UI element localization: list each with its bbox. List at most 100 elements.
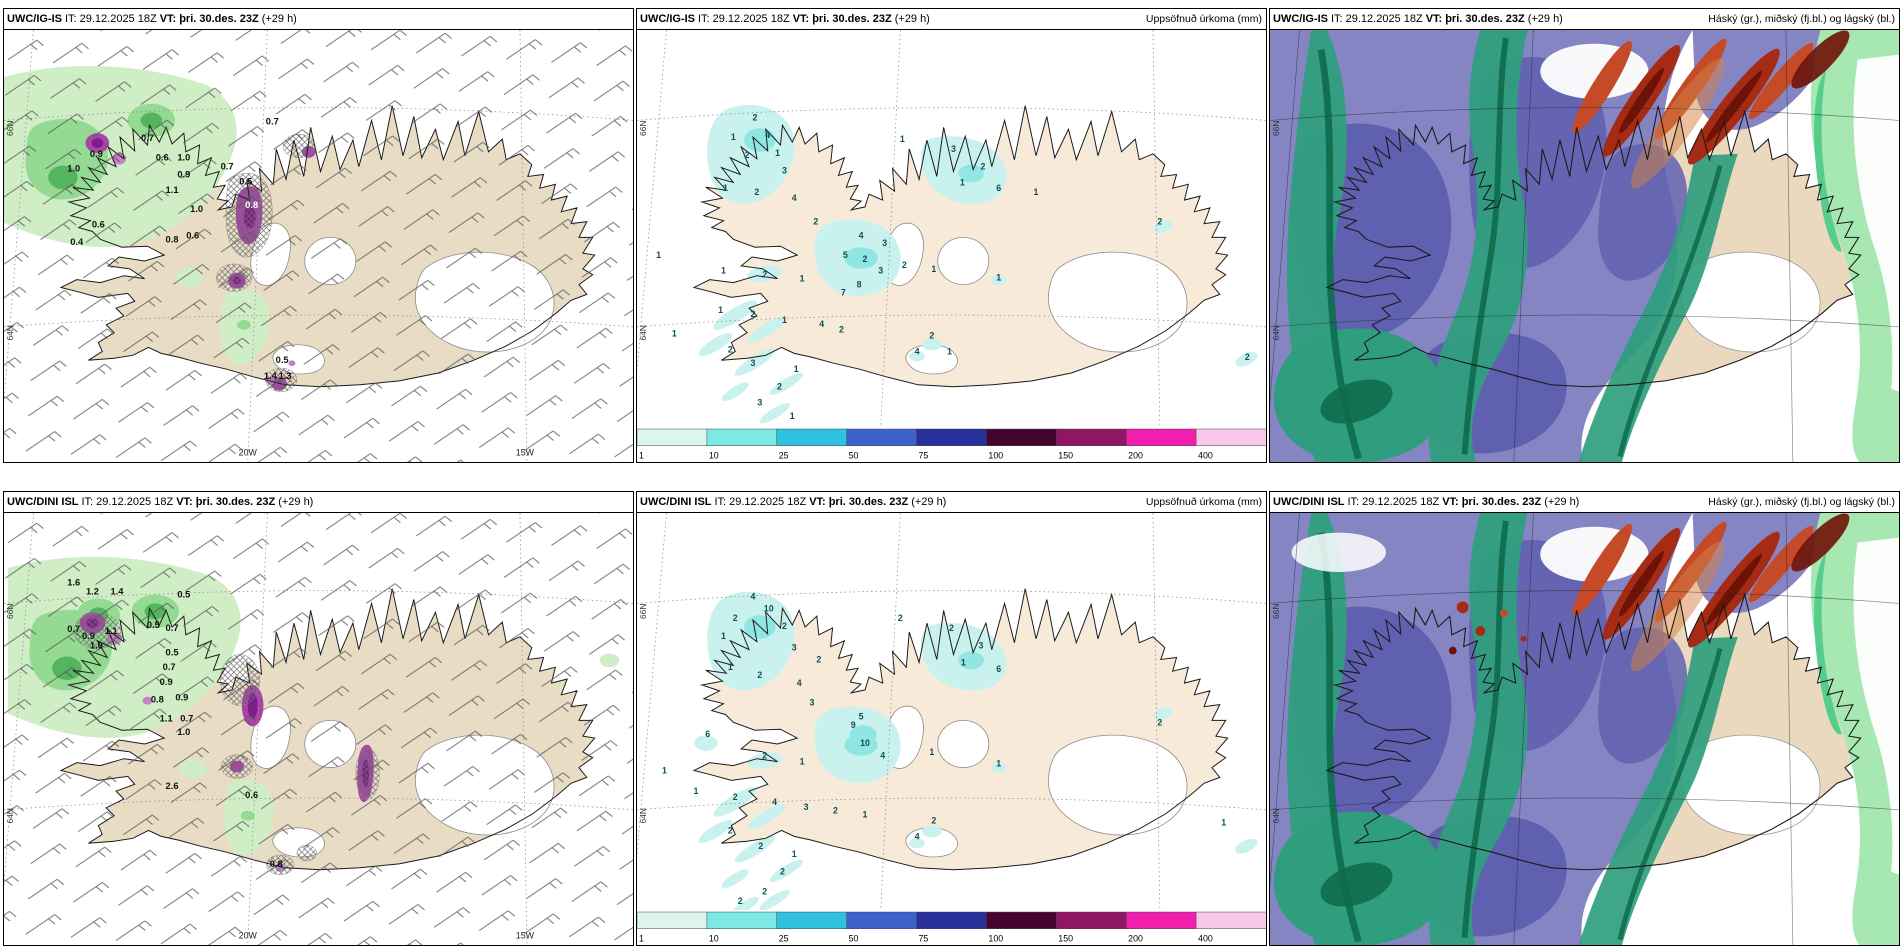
graticule: 66N 64N — [637, 30, 1266, 428]
map-value-label: 4 — [819, 319, 824, 329]
map-value-label: 2 — [929, 331, 934, 341]
lat-label: 66N — [638, 604, 648, 619]
colorbar-segment — [637, 911, 708, 929]
wind-map-canvas: 20W15W66N64N1.61.21.40.50.70.91.10.50.71… — [4, 513, 633, 945]
lat-label: 64N — [1271, 325, 1281, 340]
map-value-label: 2 — [751, 309, 756, 319]
map-value-label: 0.7 — [67, 624, 80, 634]
panel-title: UWC/DINI ISL IT: 29.12.2025 18Z VT: þri. 30.… — [640, 496, 949, 508]
colorbar-segment — [776, 911, 848, 929]
map-value-label: 1 — [723, 183, 728, 193]
map-value-label: 2 — [782, 621, 787, 631]
colorbar-segment — [986, 911, 1057, 929]
valid-label: VT: — [1425, 13, 1443, 25]
model-name: UWC/DINI ISL — [640, 496, 712, 508]
panel-wind-igis: UWC/IG-IS IT: 29.12.2025 18Z VT: þri. 30.des… — [3, 8, 634, 463]
high-cloud-red-streaks — [1448, 513, 1850, 672]
wind-value-labels: 0.7 0.7 0.9 0.6 1.0 1.0 0.7 0.9 0.5 1.1 1.0 0.6 0.8 0… — [67, 116, 291, 381]
cloud-map-canvas: 66N 64N — [1270, 30, 1899, 462]
panel-header: UWC/IG-IS IT: 29.12.2025 18Z VT: þri. 30.des… — [4, 9, 633, 30]
map-value-label: 2 — [758, 841, 763, 851]
colorbar-segment — [776, 428, 848, 446]
map-value-label: 2 — [728, 344, 733, 354]
map-value-label: 1.3 — [279, 371, 292, 381]
map-value-label: 2 — [762, 751, 767, 761]
lat-label: 66N — [1271, 604, 1281, 619]
colorbar-segment — [1125, 911, 1197, 929]
map-value-label: 0.6 — [245, 790, 258, 800]
panel-header: UWC/DINI ISL IT: 29.12.2025 18Z VT: þri. 30.… — [4, 492, 633, 513]
map-value-label: 2 — [762, 886, 767, 896]
map-value-label: 3 — [809, 698, 814, 708]
init-label: IT: — [81, 496, 94, 508]
map-value-label: 2 — [1245, 352, 1250, 362]
graticule: 66N 64N — [637, 513, 1266, 911]
glacier-area — [1047, 734, 1188, 836]
lat-label: 64N — [1271, 808, 1281, 823]
valid-time: þri. 30.des. 23Z — [812, 13, 892, 25]
map-value-label: 3 — [757, 397, 762, 407]
init-time: 29.12.2025 18Z — [79, 13, 157, 25]
lead-time: (+29 h) — [1544, 496, 1580, 508]
layer-title-cloud: Háský (gr.), miðský (fj.bl.) og lágský (… — [1708, 496, 1895, 508]
map-value-label: 3 — [878, 266, 883, 276]
map-value-label: 2 — [898, 613, 903, 623]
iceland-coastline — [1325, 588, 1862, 871]
map-value-label: 0.7 — [166, 623, 179, 633]
map-value-label: 4 — [797, 678, 802, 688]
map-value-label: 4 — [751, 591, 756, 601]
map-value-label: 0.9 — [90, 149, 103, 159]
map-value-label: 1 — [790, 411, 795, 421]
map-value-label: 1.0 — [177, 727, 190, 737]
colorbar-segment — [706, 428, 778, 446]
map-value-label: 1 — [1221, 818, 1226, 828]
init-time: 29.12.2025 18Z — [712, 13, 790, 25]
colorbar-segment — [916, 911, 987, 929]
colorbar-segment — [1195, 911, 1266, 929]
init-time: 29.12.2025 18Z — [729, 496, 807, 508]
map-value-label: 2 — [733, 792, 738, 802]
colorbar-tick-label: 200 — [1128, 934, 1143, 944]
colorbar-segment — [1195, 428, 1266, 446]
map-value-label: 0.6 — [92, 220, 105, 230]
panel-title: UWC/DINI ISL IT: 29.12.2025 18Z VT: þri. 30.… — [7, 496, 316, 508]
map-value-label: 1 — [662, 765, 667, 775]
map-value-label: 2 — [757, 670, 762, 680]
map-value-label: 1 — [718, 305, 723, 315]
map-value-label: 3 — [792, 643, 797, 653]
valid-label: VT: — [792, 13, 810, 25]
map-value-label: 0.5 — [239, 176, 252, 186]
colorbar-segment — [1056, 911, 1127, 929]
lead-time: (+29 h) — [261, 13, 297, 25]
colorbar-segment — [986, 428, 1057, 446]
init-label: IT: — [1347, 496, 1360, 508]
valid-time: þri. 30.des. 23Z — [828, 496, 909, 508]
map-value-label: 0.8 — [166, 234, 179, 244]
map-value-label: 1.2 — [86, 587, 99, 597]
valid-label: VT: — [809, 496, 826, 508]
map-value-label: 9 — [851, 720, 856, 730]
panel-title: UWC/IG-IS IT: 29.12.2025 18Z VT: þri. 30.des… — [640, 13, 933, 25]
map-value-label: 5 — [843, 250, 848, 260]
map-value-label: 10 — [764, 603, 774, 613]
colorbar-segment — [637, 428, 708, 446]
colorbar-segment — [916, 428, 987, 446]
glacier-area — [905, 827, 958, 858]
colorbar-segment — [846, 428, 918, 446]
map-value-label: 0.9 — [160, 677, 173, 687]
glacier-area — [1047, 251, 1188, 353]
map-value-label: 3 — [751, 358, 756, 368]
map-value-label: 1.4 — [111, 587, 125, 597]
map-value-label: 2 — [733, 613, 738, 623]
map-value-label: 1.1 — [160, 713, 173, 723]
map-value-label: 5 — [859, 711, 864, 721]
colorbar-tick-label: 50 — [849, 451, 859, 461]
panel-header: UWC/DINI ISL IT: 29.12.2025 18Z VT: þri. 30.… — [637, 492, 1266, 513]
map-value-label: 3 — [804, 802, 809, 812]
map-value-label: 1 — [947, 346, 952, 356]
panel-cloud-dini: UWC/DINI ISL IT: 29.12.2025 18Z VT: þri. 30.… — [1269, 491, 1900, 946]
map-value-label: 2 — [980, 162, 985, 172]
iceland-coastline — [1325, 105, 1862, 388]
